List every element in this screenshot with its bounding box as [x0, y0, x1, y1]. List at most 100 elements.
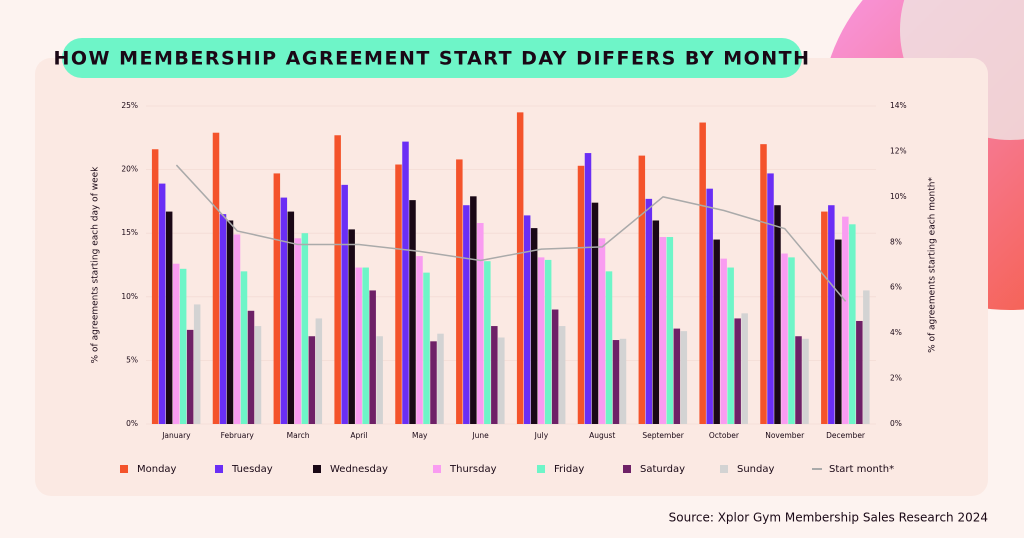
- bar: [645, 198, 653, 424]
- bar: [301, 233, 309, 424]
- x-tick-label: August: [589, 431, 615, 440]
- bar: [294, 238, 302, 424]
- bar: [376, 336, 383, 424]
- y2-tick-label: 10%: [890, 192, 907, 201]
- bar: [395, 164, 402, 424]
- x-tick-label: April: [350, 431, 367, 440]
- y-tick-label: 25%: [121, 101, 138, 110]
- bar: [680, 331, 688, 424]
- x-tick-label: October: [709, 431, 740, 440]
- bar: [402, 141, 409, 424]
- bar: [491, 326, 498, 424]
- bar: [706, 188, 713, 424]
- chart-title: HOW MEMBERSHIP AGREEMENT START DAY DIFFE…: [53, 48, 810, 70]
- bar: [802, 338, 809, 424]
- bar: [165, 211, 173, 424]
- x-tick-label: May: [412, 431, 428, 440]
- y2-axis-label: % of agreements starting each month*: [928, 177, 938, 353]
- bar: [605, 271, 613, 424]
- bar: [734, 318, 741, 424]
- legend-swatch: [537, 465, 545, 473]
- bar: [484, 261, 491, 424]
- bar: [516, 112, 524, 425]
- y-axis-label: % of agreements starting each day of wee…: [91, 166, 101, 364]
- bar: [273, 173, 281, 424]
- y2-tick-label: 6%: [890, 283, 902, 292]
- bar: [638, 155, 646, 424]
- legend-label: Thursday: [449, 464, 497, 475]
- bar: [863, 290, 870, 424]
- bar: [788, 257, 795, 424]
- bar: [523, 215, 531, 424]
- bar: [544, 259, 552, 424]
- bar: [212, 132, 220, 424]
- bar: [463, 205, 470, 424]
- bar: [315, 318, 323, 424]
- bar: [240, 271, 248, 424]
- x-tick-label: July: [534, 431, 549, 440]
- bar: [551, 309, 559, 424]
- bar: [537, 257, 545, 424]
- bar: [591, 202, 599, 424]
- bar: [193, 304, 201, 424]
- bar: [254, 326, 262, 424]
- bar: [280, 197, 288, 424]
- y-tick-label: 15%: [121, 228, 138, 237]
- x-tick-label: November: [765, 431, 805, 440]
- bar: [341, 184, 348, 424]
- bar: [821, 211, 828, 424]
- bar: [828, 205, 835, 424]
- bar: [423, 272, 430, 424]
- y2-tick-label: 14%: [890, 101, 907, 110]
- legend-swatch: [623, 465, 631, 473]
- bar: [652, 220, 660, 424]
- legend-label: Wednesday: [330, 464, 388, 475]
- bar: [558, 326, 566, 424]
- bar: [849, 224, 856, 424]
- bar: [430, 341, 437, 424]
- y-tick-label: 0%: [126, 419, 138, 428]
- bar: [151, 149, 159, 425]
- legend-label: Sunday: [737, 464, 774, 475]
- bar: [186, 329, 194, 424]
- bar: [172, 263, 180, 424]
- bar: [619, 338, 627, 424]
- bar: [699, 122, 706, 424]
- bar: [713, 239, 720, 424]
- bar: [673, 328, 681, 424]
- legend-label: Tuesday: [231, 464, 273, 475]
- bar: [308, 336, 316, 424]
- bar: [842, 216, 849, 424]
- bar: [437, 333, 444, 424]
- bar: [409, 200, 416, 424]
- legend-label: Friday: [554, 464, 584, 475]
- bar: [741, 313, 748, 424]
- legend-swatch: [313, 465, 321, 473]
- bar: [666, 237, 674, 424]
- bar: [760, 144, 767, 424]
- bar: [348, 229, 355, 424]
- bar: [781, 253, 788, 424]
- y2-tick-label: 4%: [890, 328, 902, 337]
- x-tick-label: June: [471, 431, 489, 440]
- legend-swatch: [215, 465, 223, 473]
- bar: [226, 220, 234, 424]
- legend-swatch: [433, 465, 441, 473]
- bar: [659, 237, 667, 424]
- bar: [477, 223, 484, 424]
- x-tick-label: March: [287, 431, 310, 440]
- bar: [369, 290, 376, 424]
- bar: [416, 256, 423, 424]
- bar: [287, 211, 295, 424]
- legend-label: Monday: [137, 464, 177, 475]
- title-pill: [62, 38, 802, 78]
- bar: [720, 258, 727, 424]
- bar: [456, 159, 463, 424]
- bar: [470, 196, 477, 424]
- bar: [767, 173, 774, 424]
- bar: [158, 183, 166, 424]
- bar: [774, 205, 781, 424]
- y2-tick-label: 2%: [890, 374, 902, 383]
- bar: [233, 234, 241, 424]
